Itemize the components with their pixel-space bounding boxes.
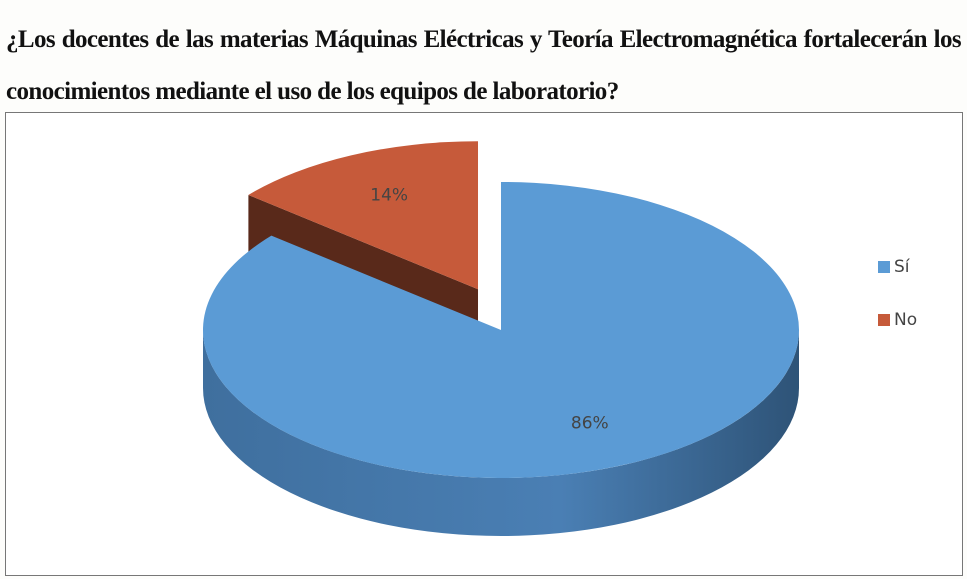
legend-swatch (878, 261, 890, 273)
legend-label: No (894, 310, 917, 330)
legend-swatch (878, 314, 890, 326)
legend-label: Sí (894, 257, 911, 277)
slice (202, 182, 799, 478)
data-label: 86% (571, 414, 609, 434)
slice (248, 141, 479, 290)
data-label: 14% (370, 186, 408, 206)
chart-title: ¿Los docentes de las materias Máquinas E… (6, 26, 962, 105)
slice-side (203, 330, 799, 536)
